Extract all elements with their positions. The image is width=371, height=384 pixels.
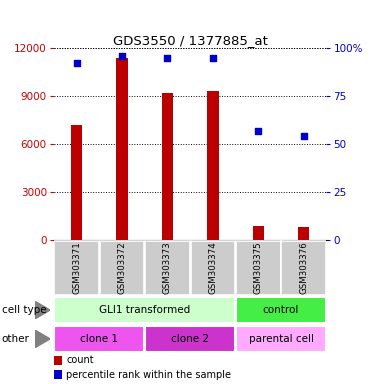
Text: GLI1 transformed: GLI1 transformed <box>99 305 190 315</box>
Point <box>164 55 170 61</box>
Text: count: count <box>66 355 94 365</box>
Text: GSM303375: GSM303375 <box>254 242 263 294</box>
Bar <box>145 326 235 352</box>
Bar <box>54 370 62 379</box>
Bar <box>253 226 264 240</box>
Text: other: other <box>2 334 30 344</box>
Polygon shape <box>35 330 50 348</box>
Point <box>119 53 125 59</box>
Text: control: control <box>263 305 299 315</box>
Bar <box>100 240 144 295</box>
Text: clone 2: clone 2 <box>171 334 209 344</box>
Title: GDS3550 / 1377885_at: GDS3550 / 1377885_at <box>113 34 267 47</box>
Bar <box>145 240 190 295</box>
Text: parental cell: parental cell <box>249 334 313 344</box>
Text: GSM303372: GSM303372 <box>118 242 127 294</box>
Text: GSM303374: GSM303374 <box>209 242 217 294</box>
Bar <box>207 91 219 240</box>
Bar <box>236 326 326 352</box>
Text: percentile rank within the sample: percentile rank within the sample <box>66 369 231 380</box>
Text: GSM303371: GSM303371 <box>72 242 81 294</box>
Bar <box>191 240 235 295</box>
Bar <box>54 356 62 365</box>
Text: clone 1: clone 1 <box>80 334 118 344</box>
Bar <box>54 297 235 323</box>
Point <box>255 127 261 134</box>
Polygon shape <box>35 301 50 319</box>
Bar <box>236 240 280 295</box>
Point <box>73 60 79 66</box>
Text: GSM303376: GSM303376 <box>299 242 308 294</box>
Bar <box>162 93 173 240</box>
Bar <box>54 326 144 352</box>
Bar <box>71 125 82 240</box>
Bar <box>282 240 326 295</box>
Point <box>210 55 216 61</box>
Bar <box>298 227 309 240</box>
Bar <box>116 58 128 240</box>
Bar <box>236 297 326 323</box>
Text: GSM303373: GSM303373 <box>163 242 172 294</box>
Point <box>301 133 307 139</box>
Bar <box>54 240 99 295</box>
Text: cell type: cell type <box>2 305 46 315</box>
